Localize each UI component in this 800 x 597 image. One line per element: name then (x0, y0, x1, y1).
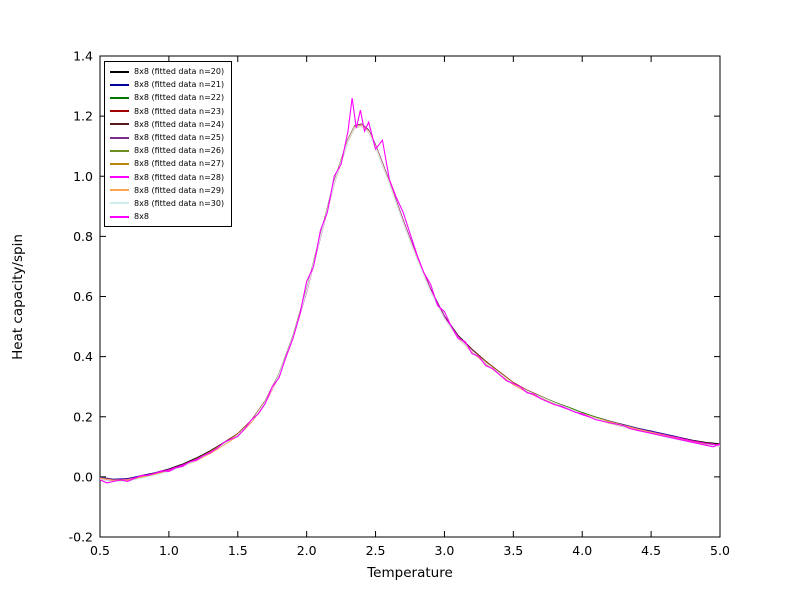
legend-item: 8x8 (fitted data n=22) (110, 91, 224, 104)
y-tick-label: 1.4 (73, 49, 93, 64)
x-tick-label: 2.5 (366, 543, 386, 558)
legend-line-sample (110, 70, 129, 73)
x-tick-label: 3.0 (434, 543, 454, 558)
legend-line-sample (110, 189, 129, 192)
legend-item: 8x8 (fitted data n=23) (110, 105, 224, 118)
legend-item-label: 8x8 (fitted data n=23) (134, 106, 225, 116)
legend-item-label: 8x8 (fitted data n=30) (134, 198, 225, 208)
legend-line-sample (110, 149, 129, 152)
legend-item: 8x8 (fitted data n=20) (110, 65, 224, 78)
legend-line-sample (110, 123, 129, 126)
x-axis-label: Temperature (367, 565, 453, 581)
legend: 8x8 (fitted data n=20) 8x8 (fitted data n… (104, 61, 233, 228)
y-tick-label: -0.2 (69, 530, 93, 545)
y-tick-label: 0.6 (73, 289, 93, 304)
legend-item: 8x8 (fitted data n=29) (110, 184, 224, 197)
y-tick-label: 1.0 (73, 169, 93, 184)
y-tick-label: 0.8 (73, 229, 93, 244)
legend-item-label: 8x8 (134, 212, 149, 222)
legend-item-label: 8x8 (fitted data n=24) (134, 119, 225, 129)
x-tick-label: 4.0 (572, 543, 592, 558)
y-axis-label: Heat capacity/spin (10, 234, 26, 360)
x-tick-label: 4.5 (641, 543, 661, 558)
legend-line-sample (110, 83, 129, 86)
x-tick-label: 0.5 (90, 543, 110, 558)
legend-item-label: 8x8 (fitted data n=29) (134, 185, 225, 195)
legend-item: 8x8 (fitted data n=30) (110, 197, 224, 210)
legend-line-sample (110, 162, 129, 165)
legend-item: 8x8 (110, 210, 224, 223)
y-tick-label: 1.2 (73, 109, 93, 124)
legend-line-sample (110, 110, 129, 113)
x-tick-label: 2.0 (297, 543, 317, 558)
legend-line-sample (110, 136, 129, 139)
legend-item-label: 8x8 (fitted data n=22) (134, 93, 225, 103)
legend-item-label: 8x8 (fitted data n=28) (134, 172, 225, 182)
x-tick-label: 3.5 (503, 543, 523, 558)
legend-item: 8x8 (fitted data n=24) (110, 118, 224, 131)
legend-item-label: 8x8 (fitted data n=21) (134, 80, 225, 90)
legend-item-label: 8x8 (fitted data n=27) (134, 159, 225, 169)
legend-line-sample (110, 215, 129, 218)
legend-item-label: 8x8 (fitted data n=26) (134, 146, 225, 156)
y-tick-label: 0.4 (73, 349, 93, 364)
x-tick-label: 1.5 (228, 543, 248, 558)
legend-line-sample (110, 202, 129, 205)
y-tick-label: 0.0 (73, 469, 93, 484)
x-tick-label: 1.0 (159, 543, 179, 558)
legend-item: 8x8 (fitted data n=27) (110, 157, 224, 170)
legend-item: 8x8 (fitted data n=25) (110, 131, 224, 144)
legend-item-label: 8x8 (fitted data n=25) (134, 133, 225, 143)
legend-item: 8x8 (fitted data n=21) (110, 78, 224, 91)
series-line-raw (99, 98, 721, 484)
y-tick-label: 0.2 (73, 409, 93, 424)
legend-item: 8x8 (fitted data n=26) (110, 144, 224, 157)
legend-item: 8x8 (fitted data n=28) (110, 171, 224, 184)
legend-line-sample (110, 176, 129, 179)
legend-item-label: 8x8 (fitted data n=20) (134, 67, 225, 77)
legend-line-sample (110, 96, 129, 99)
x-tick-label: 5.0 (710, 543, 730, 558)
